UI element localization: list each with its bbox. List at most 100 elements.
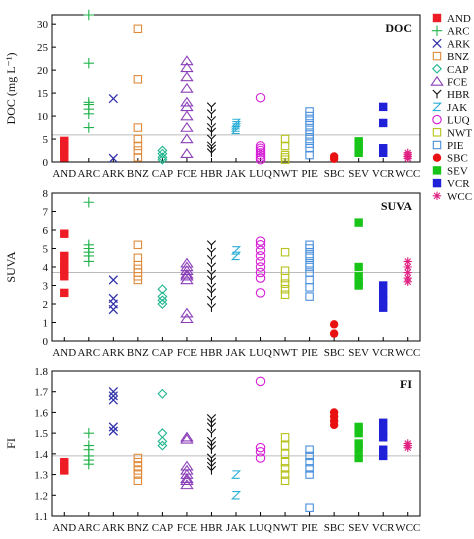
data-point-hbr: [206, 148, 217, 158]
data-point-arc: [83, 97, 94, 108]
data-point-luq: [255, 447, 266, 457]
legend-label: WCC: [447, 191, 472, 203]
data-point-luq: [255, 236, 266, 246]
x-tick-label: JAK: [226, 522, 246, 534]
data-point-bnz: [133, 123, 143, 132]
data-point-ark: [108, 395, 118, 405]
data-point-fce: [180, 96, 194, 107]
data-point-nwt: [280, 266, 290, 275]
data-point-fce: [180, 313, 194, 324]
x-tick-label: LUQ: [249, 522, 272, 534]
data-point-fce: [180, 475, 194, 486]
data-point-vcr: [379, 118, 388, 128]
data-point-sbc: [329, 320, 339, 329]
legend-marker-nwt: [432, 128, 442, 137]
data-point-luq: [255, 240, 266, 250]
data-point-hbr: [206, 247, 217, 257]
data-point-and: [60, 262, 69, 272]
data-point-and: [60, 457, 69, 467]
data-point-pie: [305, 249, 314, 259]
y-tick-label: 1.6: [34, 407, 48, 419]
data-point-nwt: [280, 457, 290, 467]
data-point-sev: [354, 439, 363, 448]
data-point-ark: [108, 391, 118, 401]
legend-marker-bnz: [432, 51, 442, 61]
legend-label: HBR: [447, 89, 470, 101]
data-point-bnz: [133, 453, 143, 463]
data-point-luq: [255, 141, 266, 151]
data-point-fce: [180, 55, 194, 66]
data-point-and: [60, 288, 69, 298]
data-point-jak: [230, 123, 242, 132]
panel-title: SUVA: [381, 199, 412, 213]
data-point-pie: [305, 139, 314, 148]
data-point-arc: [83, 239, 94, 250]
data-point-pie: [305, 292, 314, 301]
legend-label: PIE: [447, 140, 464, 152]
data-point-luq: [255, 376, 266, 387]
data-point-cap: [157, 440, 168, 451]
data-point-sev: [354, 218, 363, 227]
x-tick-label: AND: [52, 522, 76, 534]
data-point-arc: [83, 197, 94, 208]
x-tick-label: ARC: [77, 168, 100, 180]
x-tick-label: AND: [52, 347, 76, 359]
data-point-pie: [305, 130, 314, 139]
data-point-fce: [180, 121, 194, 132]
legend-item-vcr: VCR: [432, 178, 470, 190]
data-point-jak: [230, 491, 242, 500]
panel-title: DOC: [385, 21, 412, 35]
plot-frame: [51, 192, 421, 342]
data-point-fce: [180, 270, 194, 281]
y-tick-label: 0: [43, 157, 49, 169]
data-point-pie: [305, 275, 314, 285]
data-point-sev: [354, 137, 363, 146]
legend-item-and: AND: [432, 13, 471, 25]
data-point-nwt: [280, 470, 290, 479]
plot-frame: [51, 14, 421, 163]
data-point-luq: [255, 267, 266, 278]
data-point-luq: [255, 453, 266, 463]
data-point-fce: [180, 433, 194, 444]
x-tick-label: LUQ: [249, 168, 272, 180]
data-point-vcr: [379, 303, 388, 312]
x-tick-label: NWT: [273, 347, 298, 359]
legend-marker-vcr: [432, 178, 442, 188]
data-point-ark: [108, 422, 118, 432]
data-point-and: [60, 251, 69, 261]
y-tick-label: 1.5: [34, 428, 48, 440]
data-point-nwt: [280, 290, 290, 299]
legend-marker-jak: [431, 102, 443, 112]
legend-label: JAK: [447, 102, 467, 114]
y-tick-label: 25: [37, 42, 49, 54]
data-point-luq: [255, 150, 266, 160]
data-point-nwt: [280, 284, 290, 294]
x-tick-label: LUQ: [249, 347, 272, 359]
legend-item-pie: PIE: [432, 140, 464, 152]
legend-marker-cap: [432, 63, 442, 74]
data-point-hbr: [206, 457, 217, 467]
y-tick-label: 3: [43, 281, 49, 293]
x-tick-label: FCE: [177, 168, 197, 180]
x-tick-label: FCE: [177, 347, 197, 359]
data-point-luq: [255, 256, 266, 267]
x-tick-label: SBC: [324, 347, 345, 359]
y-tick-label: 1.4: [34, 449, 48, 461]
data-point-sev: [354, 272, 363, 281]
data-point-and: [60, 136, 69, 146]
legend: ANDARCARKBNZCAPFCEHBRJAKLUQNWTPIESBCSEVV…: [430, 13, 472, 203]
data-point-vcr: [379, 445, 388, 454]
y-tick-label: 20: [37, 65, 49, 77]
y-tick-label: 30: [37, 19, 49, 31]
legend-label: NWT: [447, 127, 472, 139]
data-point-hbr: [206, 240, 217, 249]
data-point-pie: [305, 125, 314, 135]
data-point-hbr: [206, 453, 217, 463]
data-point-vcr: [379, 148, 388, 158]
data-point-luq: [255, 148, 266, 158]
data-point-bnz: [133, 240, 143, 250]
x-tick-label: BNZ: [127, 347, 149, 359]
data-point-jak: [230, 470, 242, 479]
data-point-hbr: [206, 275, 217, 285]
